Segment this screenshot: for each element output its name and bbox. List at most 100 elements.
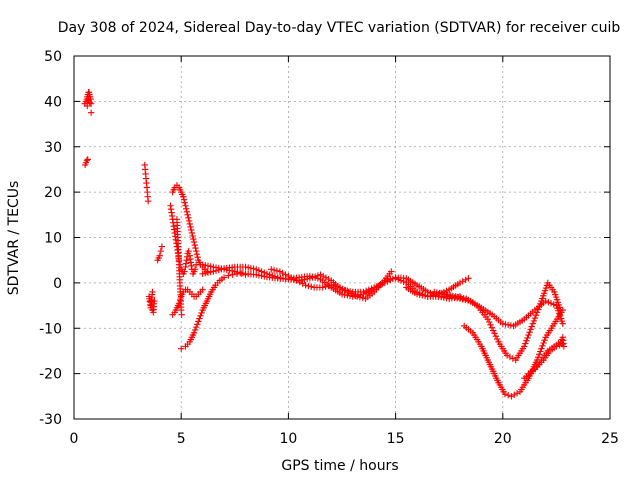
data-point-low_arc: [198, 309, 205, 317]
data-point-main_band_c: [330, 282, 338, 290]
x-tick-labels: 0 5 10 15 20 25: [70, 431, 619, 447]
data-point-early_mid: [84, 156, 91, 163]
data-point-arc_peak: [183, 208, 191, 215]
data-point-main_band_c: [356, 294, 364, 301]
data-point-arc_peak: [190, 238, 198, 246]
data-point-low_start: [199, 286, 206, 293]
data-point-low_arc: [190, 329, 198, 336]
data-point-arc_peak: [193, 247, 200, 255]
data-point-mid_right: [525, 331, 532, 339]
data-point-track_4: [158, 243, 166, 250]
data-point-main_band_c: [339, 285, 346, 293]
data-point-arc_down: [191, 266, 199, 273]
x-tick-label: 5: [177, 431, 186, 447]
y-tick-labels: -30 -20 -10 0 10 20 30 40 50: [39, 49, 62, 428]
data-point-track_4: [157, 247, 165, 255]
y-tick-label: -20: [39, 367, 62, 383]
y-tick-label: 50: [44, 49, 62, 65]
data-point-arc_down: [181, 268, 188, 275]
data-point-mid_right: [534, 306, 542, 313]
data-point-arc_peak: [192, 244, 199, 252]
data-point-low_arc: [193, 323, 200, 331]
data-point-main_band_c: [302, 281, 309, 289]
data-point-lower_right: [540, 339, 547, 347]
data-point-arc_peak: [188, 226, 195, 234]
data-point-early_high: [87, 109, 95, 116]
data-point-low_arc: [191, 326, 199, 334]
grid-lines: [74, 56, 610, 419]
data-point-early_mid: [83, 157, 91, 164]
data-point-right_low_tail: [559, 340, 567, 348]
data-point-arc_peak: [180, 193, 187, 200]
data-point-main_band_c: [319, 284, 326, 291]
data-point-lower_right: [541, 336, 548, 344]
data-point-main_band_c: [305, 282, 312, 290]
data-point-mid_right: [527, 326, 534, 333]
data-point-arc_peak: [183, 205, 190, 212]
data-point-arc_peak: [185, 217, 193, 225]
data-point-low_arc: [196, 315, 203, 322]
data-point-arc_peak: [188, 229, 196, 237]
data-point-main_band_c: [290, 275, 298, 283]
data-point-track_3b: [149, 288, 156, 296]
data-point-arc_down: [185, 247, 192, 255]
x-tick-label: 10: [279, 431, 297, 447]
data-point-lower_right: [539, 342, 546, 350]
data-point-arc_peak: [180, 196, 188, 203]
data-point-mid_right: [488, 324, 496, 331]
data-point-mid_right: [523, 337, 530, 344]
data-point-mid_right: [528, 323, 535, 330]
y-tick-label: 0: [53, 276, 62, 292]
data-point-mid_right: [493, 335, 501, 343]
data-point-main_band_c: [342, 287, 349, 294]
data-point-mid_right: [526, 329, 533, 336]
data-point-arc_peak: [182, 202, 189, 209]
chart-title: Day 308 of 2024, Sidereal Day-to-day VTE…: [58, 20, 621, 36]
data-point-main_band_a: [462, 276, 469, 284]
data-point-mid_right: [536, 303, 543, 310]
data-point-main_band_c: [293, 277, 301, 284]
data-point-main_band_a: [459, 278, 466, 285]
data-point-main_band_c: [348, 290, 355, 297]
data-point-lower_right: [501, 390, 509, 398]
data-point-low_arc: [178, 345, 185, 352]
data-point-main_band_c: [333, 283, 341, 290]
data-point-mid_right: [489, 327, 497, 334]
data-point-vertical_5: [178, 311, 185, 318]
y-tick-label: -10: [39, 321, 62, 337]
data-point-main_band_c: [270, 266, 278, 274]
data-point-lower_right: [504, 391, 512, 399]
data-point-arc_peak: [189, 232, 196, 240]
data-point-arc_peak: [187, 223, 194, 231]
data-point-arc_peak: [193, 250, 201, 258]
data-point-main_band_c: [322, 283, 329, 290]
data-point-arc_peak: [184, 211, 191, 219]
data-point-mid_right: [521, 343, 528, 350]
data-point-main_band_c: [288, 274, 295, 281]
data-point-mid_right: [491, 330, 498, 337]
data-point-low_arc: [194, 321, 201, 328]
data-point-main_band_c: [285, 272, 292, 280]
data-point-mid_right: [533, 309, 541, 316]
data-point-main_band_c: [388, 268, 395, 275]
y-axis-label: SDTVAR / TECUs: [6, 181, 22, 296]
data-point-arc_peak: [186, 220, 193, 228]
data-point-mid_right: [492, 332, 500, 340]
data-point-main_band_a: [456, 279, 464, 287]
data-point-mid_right: [506, 353, 514, 361]
x-tick-label: 0: [70, 431, 79, 447]
x-tick-label: 25: [601, 431, 619, 447]
data-point-mid_right: [537, 300, 544, 308]
data-point-low_start: [175, 300, 183, 307]
data-points: [81, 89, 568, 400]
data-point-early_high: [84, 102, 91, 110]
data-point-arc_peak: [191, 241, 198, 249]
data-point-low_arc: [195, 318, 202, 325]
y-tick-label: 10: [44, 231, 62, 247]
data-point-main_band_c: [359, 294, 366, 302]
data-point-main_band_c: [325, 282, 332, 290]
data-point-mid_right: [531, 314, 539, 322]
data-point-arc_peak: [181, 199, 188, 206]
data-point-mid_right: [524, 334, 531, 342]
